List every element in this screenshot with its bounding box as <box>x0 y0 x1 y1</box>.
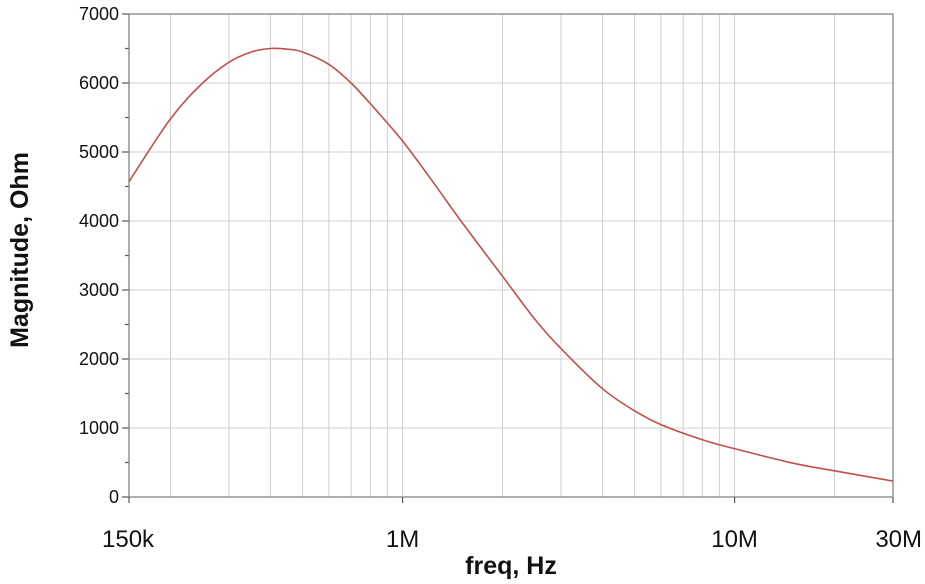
y-tick-label: 2000 <box>79 349 119 369</box>
y-tick-label: 1000 <box>79 418 119 438</box>
x-tick-label: 1M <box>386 526 419 553</box>
y-tick-label: 6000 <box>79 73 119 93</box>
series-line <box>128 47 894 482</box>
y-tick-label: 5000 <box>79 142 119 162</box>
axis-ticks <box>122 13 894 503</box>
y-axis-title: Magnitude, Ohm <box>6 152 34 348</box>
y-tick-label: 3000 <box>79 280 119 300</box>
x-tick-label: 30M <box>875 526 922 553</box>
x-axis-title: freq, Hz <box>465 552 557 580</box>
tick-labels: 0 1000 2000 3000 4000 5000 6000 7000 150k 1M 10M 30… <box>79 4 922 553</box>
y-tick-label: 4000 <box>79 211 119 231</box>
y-tick-label: 0 <box>109 487 119 507</box>
series-layer <box>128 47 894 482</box>
x-tick-label: 10M <box>711 526 758 553</box>
y-tick-label: 7000 <box>79 4 119 24</box>
grid <box>129 14 893 497</box>
x-tick-label: 150k <box>102 526 155 553</box>
plot-frame <box>128 13 894 498</box>
